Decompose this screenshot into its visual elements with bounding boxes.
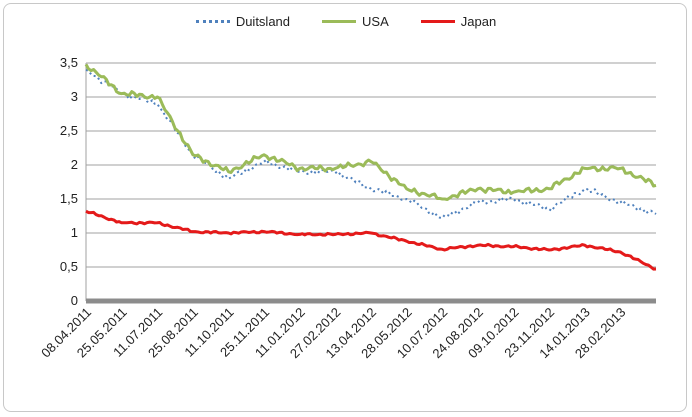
y-tick-label: 2,5 [60,123,78,138]
series-line-japan [85,209,657,271]
legend-item-japan: Japan [420,14,497,29]
legend-item-usa: USA [322,14,389,29]
y-tick-label: 1 [71,225,78,240]
y-tick-label: 0 [71,293,78,308]
legend-label: Japan [460,14,497,29]
series-line-usa [84,63,657,201]
chart-frame [3,3,687,412]
legend-item-duitsland: Duitsland [195,14,291,29]
legend-swatch [195,20,230,23]
series-line-duitsland [85,68,657,219]
y-tick-label: 0,5 [60,259,78,274]
y-tick-label: 2 [71,157,78,172]
y-tick-label: 1,5 [60,191,78,206]
y-tick-label: 3 [71,89,78,104]
legend-swatch [322,20,357,23]
legend-label: USA [362,14,389,29]
legend-label: Duitsland [235,14,291,29]
y-tick-label: 3,5 [60,55,78,70]
legend: Duitsland USA Japan [0,14,692,29]
legend-swatch [420,20,455,23]
